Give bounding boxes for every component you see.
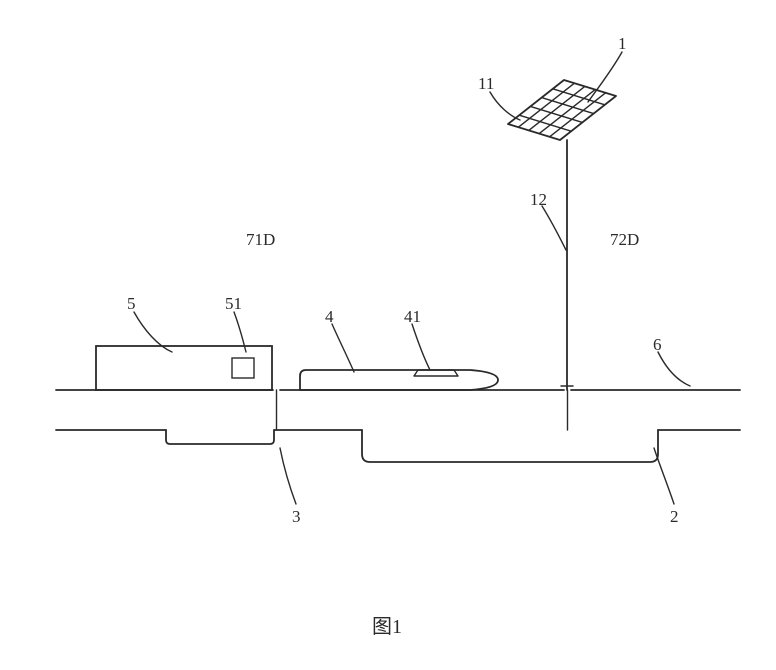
leader-ld6 [658,352,690,386]
panel-frame-11 [508,80,616,140]
uav-body-4 [300,370,498,390]
leader-ld2 [654,448,674,504]
label-l41: 41 [404,307,421,327]
label-l12: 12 [530,190,547,210]
leader-ld41 [412,324,430,370]
box-5-inner-51 [232,358,254,378]
label-l2: 2 [670,507,679,527]
label-l4: 4 [325,307,334,327]
label-l1: 1 [618,34,627,54]
label-l3: 3 [292,507,301,527]
label-l6: 6 [653,335,662,355]
label-l72D: 72D [610,230,639,250]
figure-stage: 1111271D72D551441632图1 [0,0,776,670]
pit-small [166,430,274,444]
leader-ld12 [542,206,566,250]
label-l11: 11 [478,74,494,94]
label-l51: 51 [225,294,242,314]
leader-ld3 [280,448,296,504]
leader-ld4 [332,324,354,372]
pit-large [362,430,658,462]
label-l71D: 71D [246,230,275,250]
box-5 [96,346,272,390]
label-l5: 5 [127,294,136,314]
figure-caption: 图1 [372,610,402,639]
leader-ld11 [490,92,520,120]
